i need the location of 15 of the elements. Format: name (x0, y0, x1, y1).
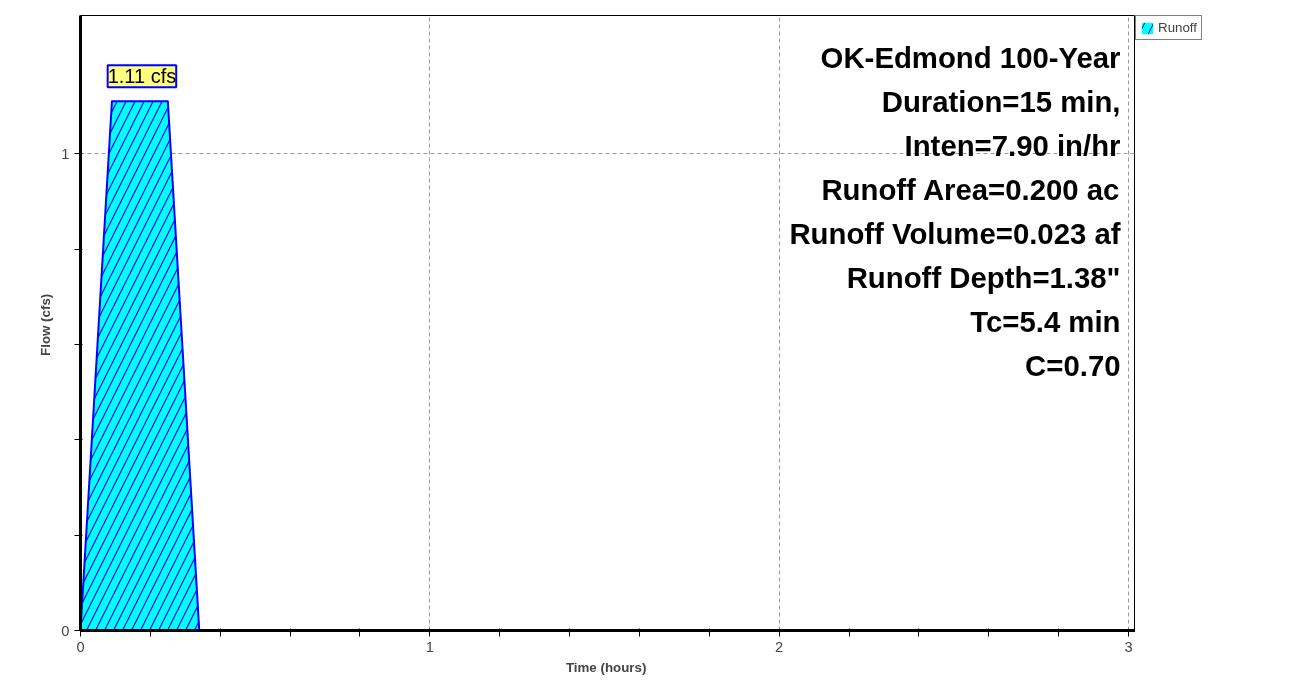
annotation: OK-Edmond 100-Year (820, 40, 1121, 74)
annotation: Inten=7.90 in/hr (904, 128, 1121, 162)
x-tick-label: 1 (425, 638, 434, 655)
x-tick-label: 3 (1124, 638, 1133, 655)
x-axis-title: Time (hours) (565, 659, 647, 675)
x-tick-label: 2 (775, 638, 784, 655)
y-axis-title: Flow (cfs) (38, 293, 54, 356)
annotation: Runoff Area=0.200 ac (821, 172, 1120, 206)
x-tick-label: 0 (76, 638, 85, 655)
annotation: Runoff Depth=1.38" (846, 260, 1121, 294)
legend-label: Runoff (1158, 20, 1198, 35)
annotation: Tc=5.4 min (970, 304, 1121, 338)
annotation: C=0.70 (1025, 348, 1121, 382)
annotation: Duration=15 min, (881, 84, 1121, 118)
annotation: Runoff Volume=0.023 af (789, 216, 1121, 250)
